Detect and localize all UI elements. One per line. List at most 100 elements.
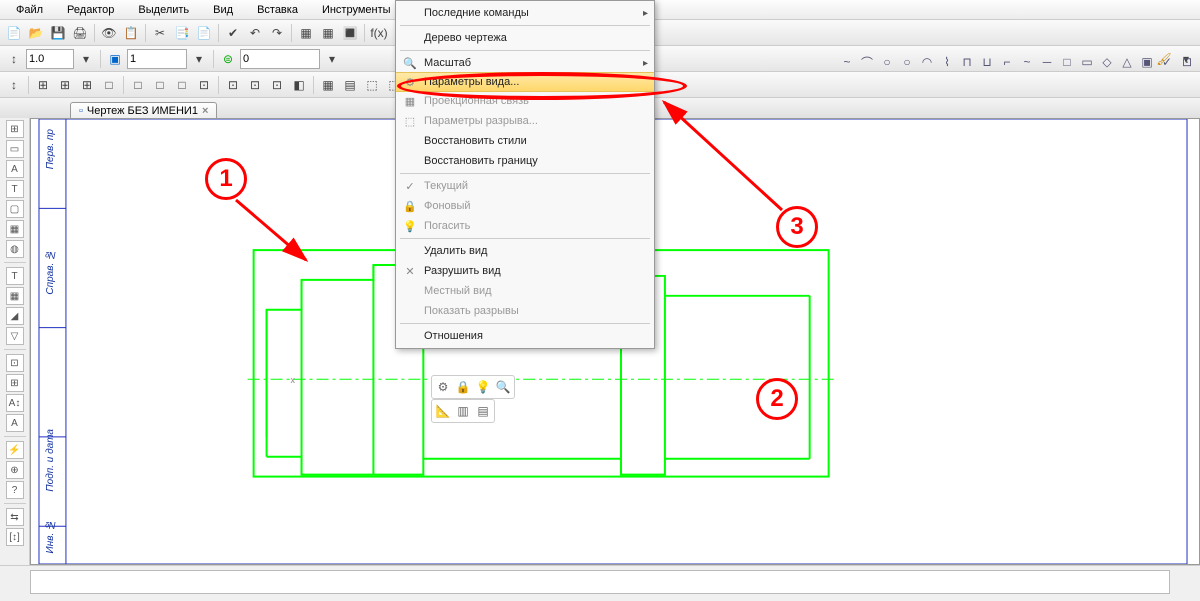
menu-item[interactable]: ✕Разрушить вид (396, 261, 654, 281)
toolbar-button[interactable]: ↕ (4, 75, 24, 95)
toolbar-button[interactable]: 👁 (99, 23, 119, 43)
tool-icon[interactable]: ◍ (6, 240, 24, 258)
toolbar-button[interactable]: ✔ (223, 23, 243, 43)
menu-tools[interactable]: Инструменты (310, 2, 403, 18)
toolbar-button[interactable]: 📄 (4, 23, 24, 43)
tool-icon[interactable]: ⊕ (6, 461, 24, 479)
tool-icon[interactable]: A (6, 414, 24, 432)
curve-tool-icon[interactable]: △ (1118, 53, 1136, 71)
toolbar-button[interactable]: 🔳 (340, 23, 360, 43)
toolbar-button[interactable]: ⊡ (245, 75, 265, 95)
toolbar-button[interactable]: ↷ (267, 23, 287, 43)
menu-item[interactable]: Удалить вид (396, 241, 654, 261)
toolbar-button[interactable]: ✂ (150, 23, 170, 43)
curve-tool-icon[interactable]: ~ (1018, 53, 1036, 71)
toolbar-button[interactable]: 📋 (121, 23, 141, 43)
tool-icon[interactable]: ▽ (6, 327, 24, 345)
mini-icon[interactable]: 🔒 (454, 378, 472, 396)
tool-icon[interactable]: T (6, 180, 24, 198)
tool-icon[interactable]: ▦ (6, 287, 24, 305)
tool-icon[interactable]: [↕] (6, 528, 24, 546)
mini-zoom-icon[interactable]: 🔍 (494, 378, 512, 396)
curve-tool-icon[interactable]: ⊡ (1178, 53, 1196, 71)
mini-icon[interactable]: ▥ (454, 402, 472, 420)
curve-tool-icon[interactable]: ⌇ (938, 53, 956, 71)
toolbar-button[interactable]: ⬚ (362, 75, 382, 95)
context-menu[interactable]: Последние командыДерево чертежа🔍Масштаб⚙… (395, 0, 655, 349)
command-input[interactable] (30, 570, 1170, 594)
toolbar-button[interactable]: 🖨 (70, 23, 90, 43)
curve-tool-icon[interactable]: ◇ (1098, 53, 1116, 71)
menu-item[interactable]: Последние команды (396, 3, 654, 23)
curve-tool-icon[interactable]: ~ (838, 53, 856, 71)
tool-icon[interactable]: A↕ (6, 394, 24, 412)
dropdown-icon[interactable]: ▾ (189, 49, 209, 69)
toolbar-button[interactable]: ▦ (318, 23, 338, 43)
tool-icon[interactable]: ◢ (6, 307, 24, 325)
tool-icon[interactable]: ⇆ (6, 508, 24, 526)
toolbar-button[interactable]: 📂 (26, 23, 46, 43)
scale-combo[interactable] (26, 49, 74, 69)
tool-icon[interactable]: ⊞ (6, 374, 24, 392)
document-tab[interactable]: ▫ Чертеж БЕЗ ИМЕНИ1 × (70, 102, 217, 119)
toolbar-button[interactable]: ⊡ (267, 75, 287, 95)
mini-toolbar-1[interactable]: ⚙ 🔒 💡 🔍 (431, 375, 515, 399)
toolbar-button[interactable]: ⊞ (77, 75, 97, 95)
tool-icon[interactable]: ▢ (6, 200, 24, 218)
curve-tool-icon[interactable]: ⌐ (998, 53, 1016, 71)
curve-tool-icon[interactable]: ○ (898, 53, 916, 71)
mini-icon[interactable]: ▤ (474, 402, 492, 420)
toolbar-button[interactable]: f(x) (369, 23, 389, 43)
toolbar-button[interactable]: ▤ (340, 75, 360, 95)
curve-tool-icon[interactable]: ⊓ (958, 53, 976, 71)
menu-file[interactable]: Файл (4, 2, 55, 18)
tool-icon[interactable]: ? (6, 481, 24, 499)
menu-editor[interactable]: Редактор (55, 2, 126, 18)
toolbar-button[interactable]: 📄 (194, 23, 214, 43)
toolbar-button[interactable]: 💾 (48, 23, 68, 43)
snap-icon[interactable]: ↕ (4, 49, 24, 69)
menu-view[interactable]: Вид (201, 2, 245, 18)
toolbar-button[interactable]: ⊡ (194, 75, 214, 95)
state-icon[interactable]: ⊜ (218, 49, 238, 69)
toolbar-button[interactable]: □ (150, 75, 170, 95)
tool-icon[interactable]: A (6, 160, 24, 178)
curve-tool-icon[interactable]: ◠ (918, 53, 936, 71)
menu-select[interactable]: Выделить (126, 2, 201, 18)
curve-tool-icon[interactable]: ▭ (1078, 53, 1096, 71)
curve-tool-icon[interactable]: ⊔ (978, 53, 996, 71)
tab-close-icon[interactable]: × (202, 105, 208, 117)
dropdown-icon[interactable]: ▾ (322, 49, 342, 69)
tool-icon[interactable]: ▦ (6, 220, 24, 238)
tool-icon[interactable]: ⚡ (6, 441, 24, 459)
layer-icon[interactable]: ▣ (105, 49, 125, 69)
curve-tool-icon[interactable]: ○ (878, 53, 896, 71)
toolbar-button[interactable]: □ (99, 75, 119, 95)
toolbar-button[interactable]: ⊞ (55, 75, 75, 95)
menu-item[interactable]: Восстановить границу (396, 151, 654, 171)
toolbar-button[interactable]: ▦ (318, 75, 338, 95)
toolbar-button[interactable]: ◧ (289, 75, 309, 95)
mini-icon[interactable]: 📐 (434, 402, 452, 420)
layer-combo[interactable] (127, 49, 187, 69)
tool-icon[interactable]: T (6, 267, 24, 285)
toolbar-button[interactable]: 📑 (172, 23, 192, 43)
mini-icon[interactable]: 💡 (474, 378, 492, 396)
menu-item[interactable]: Восстановить стили (396, 131, 654, 151)
tool-icon[interactable]: ▭ (6, 140, 24, 158)
toolbar-button[interactable]: □ (172, 75, 192, 95)
curve-tool-icon[interactable]: ⌒ (858, 53, 876, 71)
toolbar-button[interactable]: ⊞ (33, 75, 53, 95)
toolbar-button[interactable]: ⊡ (223, 75, 243, 95)
tool-icon[interactable]: ⊞ (6, 120, 24, 138)
mini-toolbar-2[interactable]: 📐 ▥ ▤ (431, 399, 495, 423)
state-combo[interactable] (240, 49, 320, 69)
dropdown-icon[interactable]: ▾ (76, 49, 96, 69)
menu-item[interactable]: ⚙Параметры вида... (396, 72, 654, 92)
mini-icon[interactable]: ⚙ (434, 378, 452, 396)
toolbar-button[interactable]: ↶ (245, 23, 265, 43)
menu-item[interactable]: 🔍Масштаб (396, 53, 654, 73)
toolbar-button[interactable]: ▦ (296, 23, 316, 43)
menu-item[interactable]: Отношения (396, 326, 654, 346)
curve-tool-icon[interactable]: ─ (1038, 53, 1056, 71)
